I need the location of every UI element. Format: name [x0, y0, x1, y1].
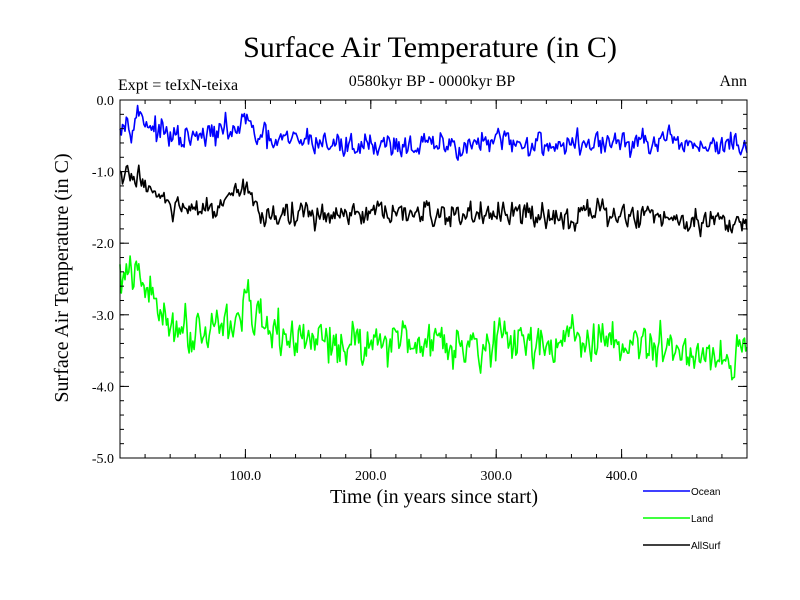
series-line-ocean	[119, 104, 748, 161]
y-axis-label: Surface Air Temperature (in C)	[51, 153, 73, 402]
y-tick-label: 0.0	[97, 94, 115, 109]
season-label: Ann	[719, 73, 747, 90]
x-axis-label: Time (in years since start)	[330, 486, 538, 508]
y-tick-label: -3.0	[92, 309, 114, 324]
plot-frame	[119, 99, 748, 459]
x-tick-label: 200.0	[355, 469, 387, 484]
y-tick-label: -4.0	[92, 380, 114, 395]
legend-label-allsurf: AllSurf	[691, 541, 721, 552]
y-tick-label: -1.0	[92, 166, 114, 181]
x-tick-label: 100.0	[230, 469, 262, 484]
chart-title: Surface Air Temperature (in C)	[243, 31, 617, 64]
experiment-label: Expt = teIxN-teixa	[118, 77, 238, 94]
legend-label-land: Land	[691, 514, 713, 525]
x-tick-label: 400.0	[606, 469, 638, 484]
plot-lines	[119, 104, 748, 381]
chart-subtitle: 0580kyr BP - 0000kyr BP	[349, 73, 516, 90]
y-tick-label: -2.0	[92, 237, 114, 252]
legend: Ocean Land AllSurf	[643, 487, 721, 552]
x-tick-label: 300.0	[480, 469, 512, 484]
legend-label-ocean: Ocean	[691, 487, 720, 498]
series-line-land	[119, 255, 748, 381]
axis-ticks: 100.0 200.0 300.0 400.0 0.0 -1.0 -2.0 -3.0 -4.0 -…	[92, 94, 747, 484]
y-tick-label: -5.0	[92, 452, 114, 467]
series-line-allsurf	[119, 164, 748, 238]
